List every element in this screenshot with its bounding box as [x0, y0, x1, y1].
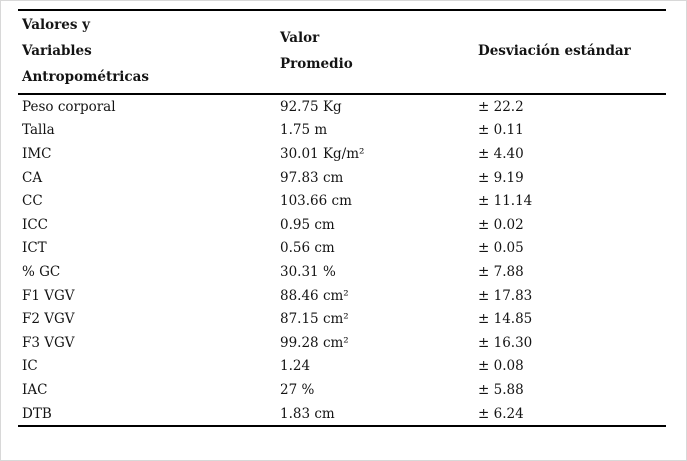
table-row: F3 VGV 99.28 cm² ± 16.30	[18, 331, 666, 355]
cell-value: 30.31 %	[280, 263, 336, 280]
anthropometric-table: Valores y Variables Antropométricas Valo…	[18, 9, 666, 427]
cell-sd: ± 11.14	[478, 193, 533, 210]
cell-sd: ± 6.24	[478, 405, 524, 422]
cell-value: 88.46 cm²	[280, 287, 349, 304]
cell-variable: CC	[22, 193, 43, 210]
cell-variable: % GC	[22, 263, 61, 280]
cell-variable: F2 VGV	[22, 311, 75, 328]
cell-variable: ICC	[22, 216, 48, 233]
table-row: IAC 27 % ± 5.88	[18, 378, 666, 402]
table-header: Valores y Variables Antropométricas Valo…	[18, 10, 666, 94]
table-row: IMC 30.01 Kg/m² ± 4.40	[18, 142, 666, 166]
cell-sd: ± 0.02	[478, 216, 524, 233]
cell-sd: ± 14.85	[478, 311, 533, 328]
header-standard-deviation: Desviación estándar	[478, 43, 631, 59]
table-row: DTB 1.83 cm ± 6.24	[18, 402, 666, 427]
table-row: CA 97.83 cm ± 9.19	[18, 166, 666, 190]
header-mean-value: Valor Promedio	[280, 30, 353, 72]
table-row: ICT 0.56 cm ± 0.05	[18, 237, 666, 261]
header-variables: Valores y Variables Antropométricas	[22, 17, 150, 85]
cell-variable: F3 VGV	[22, 334, 75, 351]
cell-value: 0.95 cm	[280, 216, 335, 233]
cell-value: 87.15 cm²	[280, 311, 349, 328]
cell-variable: CA	[22, 169, 43, 186]
cell-value: 99.28 cm²	[280, 334, 349, 351]
cell-variable: Peso corporal	[22, 98, 116, 115]
table-row: Peso corporal 92.75 Kg ± 22.2	[18, 94, 666, 119]
table-row: % GC 30.31 % ± 7.88	[18, 260, 666, 284]
table-body: Peso corporal 92.75 Kg ± 22.2 Talla 1.75…	[18, 94, 666, 427]
cell-sd: ± 5.88	[478, 381, 524, 398]
cell-sd: ± 22.2	[478, 98, 524, 115]
cell-value: 1.75 m	[280, 122, 328, 139]
cell-sd: ± 17.83	[478, 287, 533, 304]
cell-variable: IC	[22, 358, 38, 375]
table-row: F2 VGV 87.15 cm² ± 14.85	[18, 307, 666, 331]
cell-sd: ± 7.88	[478, 263, 524, 280]
cell-value: 0.56 cm	[280, 240, 335, 257]
cell-sd: ± 9.19	[478, 169, 524, 186]
cell-value: 92.75 Kg	[280, 98, 342, 115]
cell-variable: IAC	[22, 381, 48, 398]
cell-variable: DTB	[22, 405, 52, 422]
table-row: ICC 0.95 cm ± 0.02	[18, 213, 666, 237]
cell-variable: ICT	[22, 240, 47, 257]
cell-sd: ± 0.11	[478, 122, 524, 139]
cell-value: 30.01 Kg/m²	[280, 145, 365, 162]
cell-sd: ± 16.30	[478, 334, 533, 351]
cell-variable: F1 VGV	[22, 287, 75, 304]
cell-sd: ± 0.08	[478, 358, 524, 375]
table-row: CC 103.66 cm ± 11.14	[18, 189, 666, 213]
table-row: Talla 1.75 m ± 0.11	[18, 119, 666, 143]
cell-variable: Talla	[22, 122, 55, 139]
cell-value: 27 %	[280, 381, 315, 398]
cell-value: 103.66 cm	[280, 193, 352, 210]
table-row: IC 1.24 ± 0.08	[18, 355, 666, 379]
cell-value: 97.83 cm	[280, 169, 344, 186]
cell-sd: ± 0.05	[478, 240, 524, 257]
cell-value: 1.83 cm	[280, 405, 335, 422]
header-row: Valores y Variables Antropométricas Valo…	[18, 10, 666, 94]
table-row: F1 VGV 88.46 cm² ± 17.83	[18, 284, 666, 308]
cell-variable: IMC	[22, 145, 52, 162]
cell-sd: ± 4.40	[478, 145, 524, 162]
cell-value: 1.24	[280, 358, 311, 375]
